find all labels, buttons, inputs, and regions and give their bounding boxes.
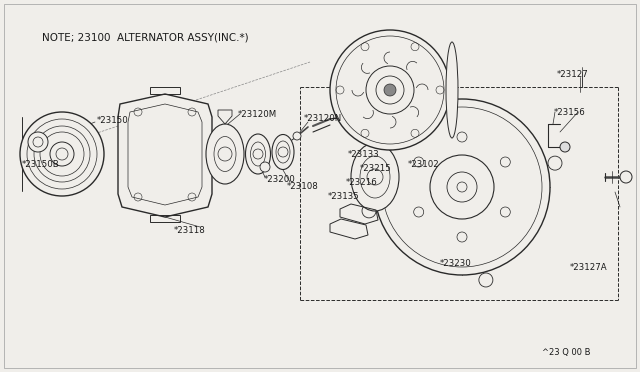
Circle shape	[362, 204, 376, 218]
Circle shape	[560, 142, 570, 152]
Text: *23230: *23230	[440, 260, 472, 269]
Circle shape	[260, 162, 270, 172]
Circle shape	[28, 132, 48, 152]
Text: *23120M: *23120M	[238, 109, 277, 119]
Polygon shape	[128, 104, 202, 205]
Circle shape	[50, 142, 74, 166]
Circle shape	[374, 99, 550, 275]
Text: *23133: *23133	[348, 150, 380, 158]
Circle shape	[330, 30, 450, 150]
Circle shape	[620, 171, 632, 183]
Text: *23216: *23216	[346, 177, 378, 186]
Text: *23108: *23108	[287, 182, 319, 190]
Text: ^23 Q 00 B: ^23 Q 00 B	[541, 348, 590, 357]
Circle shape	[20, 112, 104, 196]
Ellipse shape	[351, 143, 399, 211]
Text: *23118: *23118	[174, 225, 205, 234]
Text: *23127: *23127	[557, 70, 589, 78]
Ellipse shape	[246, 134, 271, 174]
Text: *23200: *23200	[264, 174, 296, 183]
Circle shape	[430, 155, 494, 219]
Text: *23127A: *23127A	[570, 263, 607, 272]
Ellipse shape	[206, 124, 244, 184]
Text: NOTE; 23100  ALTERNATOR ASSY(INC.*): NOTE; 23100 ALTERNATOR ASSY(INC.*)	[42, 32, 248, 42]
Ellipse shape	[446, 42, 458, 138]
Ellipse shape	[272, 135, 294, 170]
Text: *23215: *23215	[360, 164, 392, 173]
Circle shape	[479, 273, 493, 287]
Circle shape	[384, 84, 396, 96]
Circle shape	[431, 87, 445, 101]
Circle shape	[376, 76, 404, 104]
Polygon shape	[118, 94, 212, 217]
Text: *23135: *23135	[328, 192, 360, 201]
Circle shape	[293, 132, 301, 140]
Text: *23150B: *23150B	[22, 160, 60, 169]
Text: *23120N: *23120N	[304, 113, 342, 122]
Text: *23150: *23150	[97, 115, 129, 125]
Circle shape	[366, 66, 414, 114]
Text: *23156: *23156	[554, 108, 586, 116]
Circle shape	[548, 156, 562, 170]
Text: *23102: *23102	[408, 160, 440, 169]
